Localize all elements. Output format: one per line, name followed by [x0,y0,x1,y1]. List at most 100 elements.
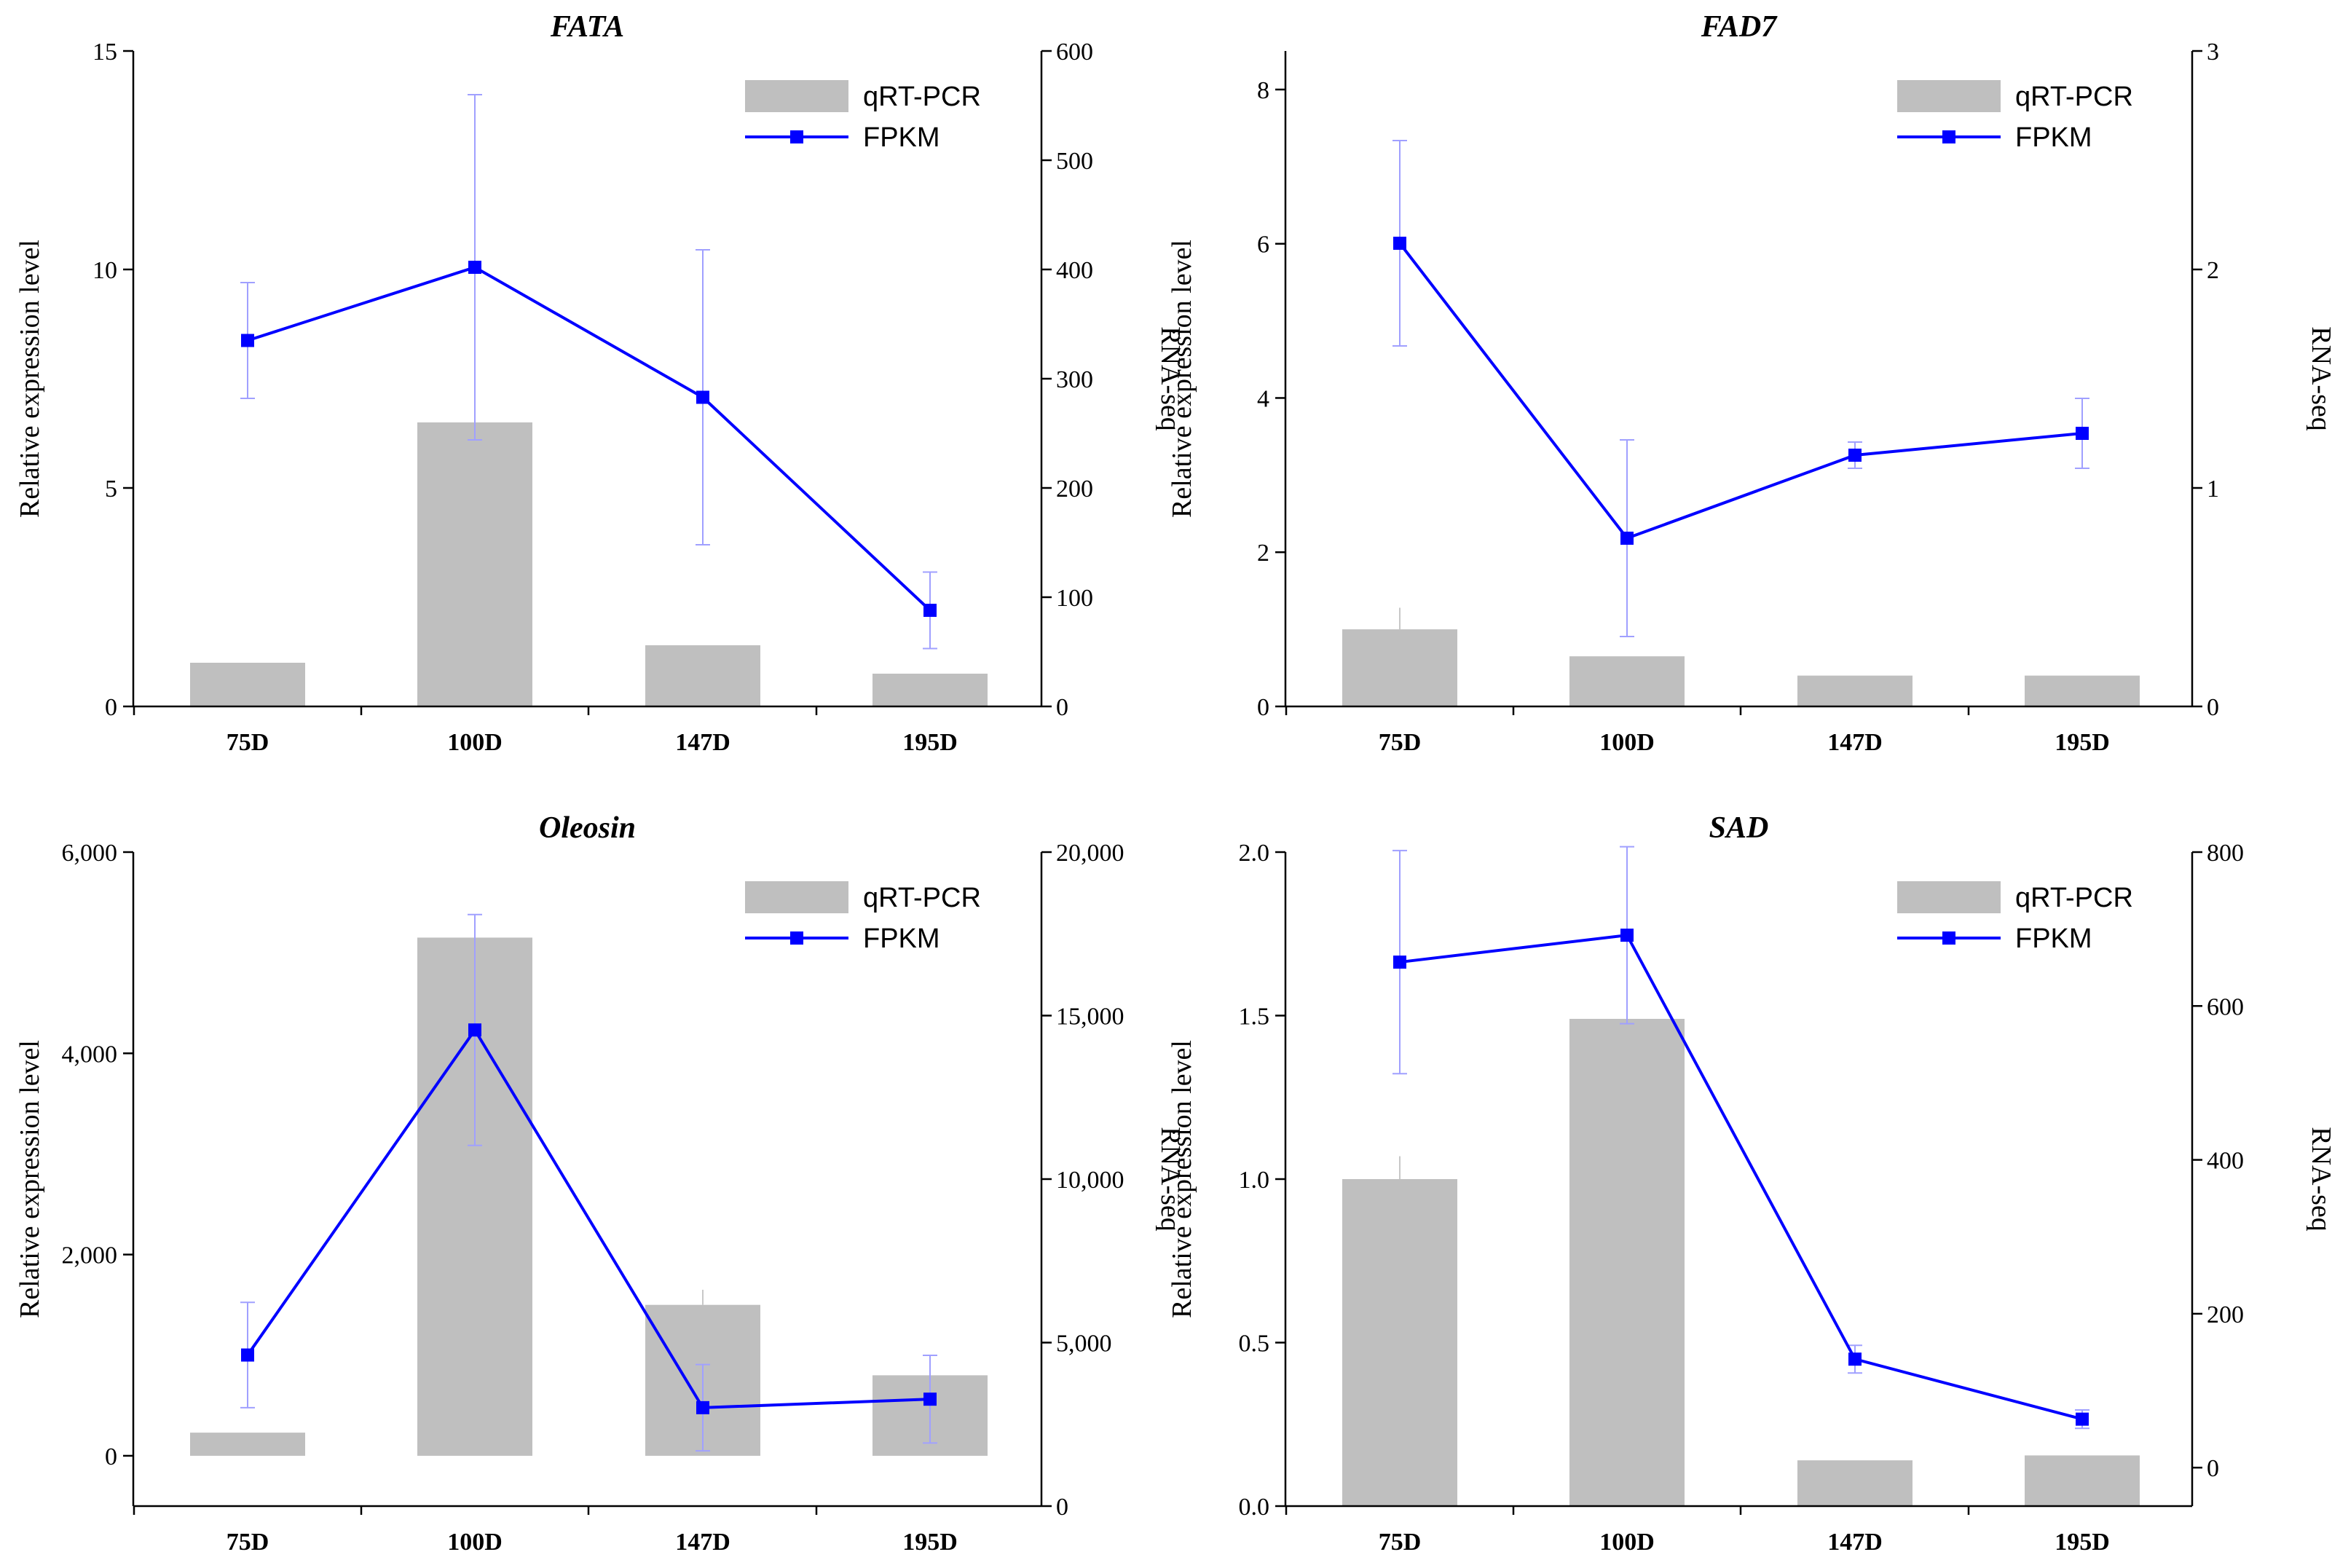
legend-line-marker [1942,130,1955,143]
x-tick-label-100D: 100D [1599,729,1655,756]
x-tick-label-75D: 75D [1379,1529,1422,1556]
fpkm-point-75D [1393,956,1406,969]
y2-tick-label: 500 [1056,148,1093,175]
x-tick-label-100D: 100D [1599,1529,1655,1556]
legend-bar-swatch [745,881,848,913]
fpkm-point-195D [923,604,937,617]
y-tick-label: 1.0 [1239,1167,1270,1194]
x-tick-label-100D: 100D [447,1529,503,1556]
y-tick-label: 2,000 [62,1242,118,1269]
fpkm-point-147D [696,390,709,404]
y-tick-label: 2 [1257,540,1269,567]
chart-panel-1: 0 5 10 15 0 100 200 300 400 500 600 75D 100D 147D 195D… [15,10,1186,756]
x-tick-label-75D: 75D [1379,729,1422,756]
legend-bar-label: qRT-PCR [863,883,981,913]
y2-axis-title: RNA-seq [1155,1127,1186,1232]
y-axis-title: Relative expression level [1167,240,1197,518]
fpkm-point-75D [241,1348,254,1362]
fpkm-point-195D [2076,427,2089,440]
fpkm-point-100D [1620,532,1634,545]
y2-tick-label: 400 [2207,1148,2244,1175]
y2-tick-label: 200 [2207,1301,2244,1328]
y2-tick-label: 600 [1056,39,1093,66]
y2-tick-label: 400 [1056,257,1093,284]
fpkm-line [247,265,931,612]
y-tick-label: 8 [1257,77,1269,104]
chart-title: FAD7 [1701,10,1778,44]
fpkm-point-195D [2076,1412,2089,1426]
x-tick-label-75D: 75D [226,1529,269,1556]
y2-tick-label: 20,000 [1056,840,1124,867]
bar-195D [2025,675,2140,706]
y-tick-label: 0 [105,694,117,721]
x-tick-label-147D: 147D [675,1529,730,1556]
y-tick-label: 2.0 [1239,840,1270,867]
fpkm-line [246,1027,931,1409]
bar-195D [872,674,988,706]
x-tick-label-147D: 147D [1827,1529,1883,1556]
bar-75D [1342,1179,1457,1506]
y-tick-label: 0.0 [1239,1494,1270,1521]
y2-tick-label: 3 [2207,39,2219,66]
chart-title: Oleosin [539,811,636,845]
y2-tick-label: 600 [2207,993,2244,1020]
y2-tick-label: 0 [1056,1494,1068,1521]
y-axis-title: Relative expression level [15,240,45,518]
legend-bar-label: qRT-PCR [2015,883,2133,913]
y2-tick-label: 100 [1056,585,1093,612]
legend-line-label: FPKM [2015,122,2092,153]
chart-panel-3: 0 2,000 4,000 6,000 0 5,000 10,000 15,000 20,000… [15,811,1186,1556]
y-tick-label: 4,000 [62,1041,118,1068]
y2-axis-title: RNA-seq [2306,1127,2332,1232]
bar-75D [190,1433,305,1456]
fpkm-line [1399,933,2083,1421]
y-tick-label: 0.5 [1239,1331,1270,1358]
fpkm-point-147D [1848,449,1862,462]
fpkm-point-147D [1848,1352,1862,1366]
fpkm-point-100D [468,261,481,274]
y2-tick-label: 5,000 [1056,1331,1112,1358]
y2-axis-title: RNA-seq [2306,326,2332,431]
chart-panel-2: 0 2 4 6 8 0 1 2 3 75D 100D 147D 195D FAD7 Relative exp… [1167,10,2332,756]
fpkm-point-75D [1393,237,1406,250]
bar-75D [190,663,305,706]
chart-title: FATA [550,10,624,44]
y2-tick-label: 10,000 [1056,1167,1124,1194]
y-tick-label: 10 [92,257,117,284]
legend-bar-label: qRT-PCR [2015,82,2133,112]
x-tick-label-195D: 195D [902,729,958,756]
legend-bar-swatch [745,80,848,112]
y2-tick-label: 0 [2207,694,2219,721]
legend-line-label: FPKM [863,122,940,153]
y2-tick-label: 2 [2207,257,2219,284]
y-tick-label: 0 [1257,694,1269,721]
bar-100D [1569,656,1685,706]
x-tick-label-147D: 147D [675,729,730,756]
y-tick-label: 0 [105,1443,117,1470]
y-tick-label: 15 [92,39,117,66]
legend-line-label: FPKM [863,923,940,954]
chart-title: SAD [1709,811,1769,845]
legend-bar-swatch [1897,80,2001,112]
y2-tick-label: 200 [1056,476,1093,503]
legend-bar-label: qRT-PCR [863,82,981,112]
y2-tick-label: 1 [2207,476,2219,503]
legend-line-marker [790,931,803,945]
y2-tick-label: 300 [1056,366,1093,393]
fpkm-point-100D [1620,929,1634,942]
y-tick-label: 4 [1257,385,1269,412]
fpkm-point-75D [241,334,254,347]
chart-panel-4: 0.0 0.5 1.0 1.5 2.0 0 200 400 600 800 75D 100D 147D 1… [1167,811,2332,1556]
bar-75D [1342,629,1457,706]
bar-147D [645,645,760,706]
legend-line-marker [790,130,803,143]
x-tick-label-147D: 147D [1827,729,1883,756]
y-axis-title: Relative expression level [15,1040,45,1318]
x-tick-label-100D: 100D [447,729,503,756]
fpkm-line [1398,242,2083,540]
bar-195D [2025,1455,2140,1506]
y2-tick-label: 0 [2207,1455,2219,1482]
y-tick-label: 1.5 [1239,1004,1270,1031]
y-tick-label: 6,000 [62,840,118,867]
